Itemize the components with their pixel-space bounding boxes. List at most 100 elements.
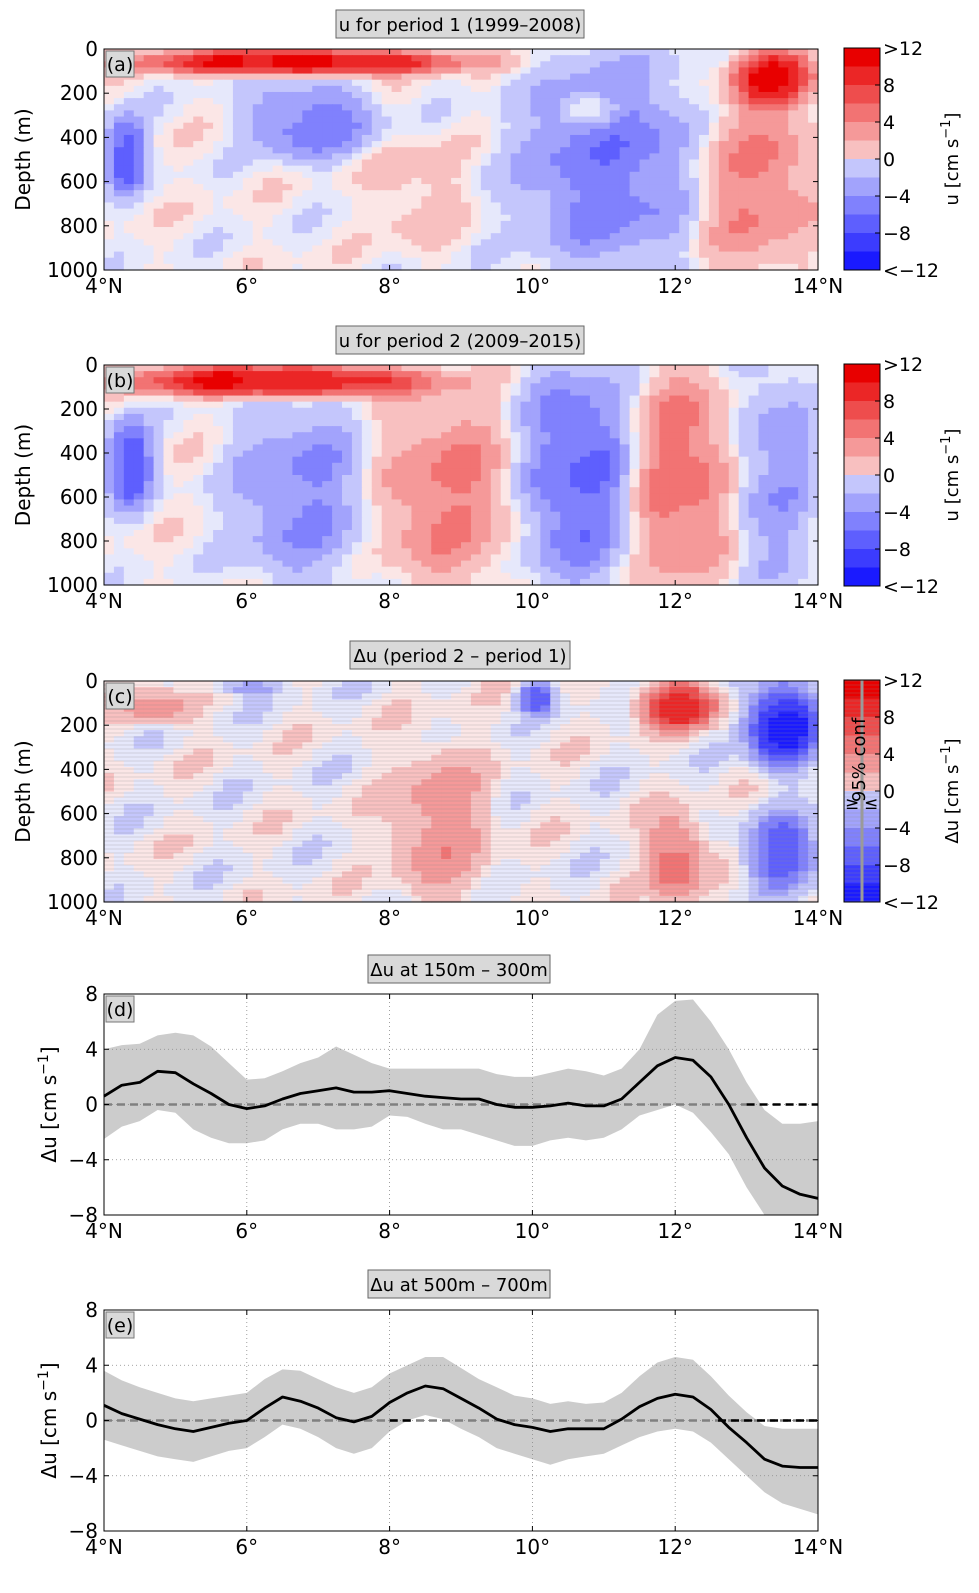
- heatmap-cell: [312, 190, 323, 197]
- heatmap-cell: [113, 202, 125, 210]
- heatmap-cell: [580, 444, 591, 452]
- heatmap-cell: [173, 462, 184, 470]
- heatmap-cell: [480, 61, 492, 69]
- heatmap-cell: [203, 116, 214, 124]
- heatmap-cell: [669, 505, 680, 513]
- heatmap-cell: [411, 395, 422, 403]
- heatmap-cell: [798, 227, 809, 234]
- heatmap-cell: [431, 413, 442, 421]
- heatmap-cell: [361, 91, 373, 99]
- heatmap-cell: [153, 554, 165, 562]
- heatmap-cell: [500, 171, 512, 179]
- heatmap-cell: [718, 220, 730, 228]
- heatmap-cell: [232, 147, 244, 154]
- heatmap-cell: [679, 165, 690, 173]
- heatmap-cell: [470, 79, 482, 87]
- heatmap-cell: [798, 184, 809, 191]
- heatmap-cell: [421, 554, 432, 562]
- heatmap-cell: [361, 245, 373, 253]
- heatmap-cell: [252, 91, 264, 99]
- heatmap-cell: [520, 239, 532, 247]
- heatmap-cell: [411, 505, 422, 513]
- heatmap-cell: [371, 383, 383, 391]
- heatmap-cell: [788, 395, 799, 403]
- heatmap-cell: [708, 548, 720, 556]
- heatmap-cell: [322, 202, 333, 210]
- heatmap-cell: [173, 554, 184, 562]
- heatmap-cell: [203, 165, 214, 173]
- heatmap-cell: [480, 104, 492, 111]
- heatmap-cell: [689, 85, 700, 93]
- heatmap-cell: [332, 499, 343, 507]
- heatmap-cell: [798, 220, 809, 228]
- heatmap-cell: [183, 147, 194, 154]
- heatmap-cell: [748, 499, 760, 507]
- heatmap-cell: [679, 122, 690, 130]
- heatmap-cell: [371, 523, 383, 531]
- heatmap-cell: [441, 517, 452, 525]
- heatmap-cell: [242, 239, 254, 247]
- heatmap-cell: [322, 517, 333, 525]
- heatmap-cell: [451, 554, 462, 562]
- heatmap-cell: [282, 61, 294, 69]
- heatmap-cell: [629, 530, 641, 537]
- heatmap-cell: [262, 190, 274, 197]
- heatmap-cell: [480, 499, 492, 507]
- heatmap-cell: [758, 159, 770, 167]
- heatmap-cell: [203, 196, 214, 204]
- heatmap-cell: [659, 98, 670, 105]
- heatmap-cell: [500, 85, 512, 93]
- heatmap-cell: [550, 383, 561, 391]
- heatmap-cell: [689, 462, 700, 470]
- heatmap-cell: [153, 110, 165, 118]
- heatmap-cell: [163, 377, 175, 384]
- heatmap-cell: [441, 413, 452, 421]
- heatmap-cell: [708, 499, 720, 507]
- heatmap-cell: [589, 517, 601, 525]
- heatmap-cell: [778, 444, 789, 452]
- heatmap-cell: [342, 141, 353, 148]
- heatmap-cell: [252, 251, 264, 259]
- heatmap-cell: [808, 548, 819, 556]
- heatmap-cell: [560, 554, 571, 562]
- heatmap-cell: [431, 91, 442, 99]
- heatmap-cell: [351, 499, 363, 507]
- heatmap-cell: [570, 196, 581, 204]
- heatmap-cell: [282, 147, 294, 154]
- heatmap-cell: [371, 371, 383, 378]
- heatmap-cell: [738, 523, 750, 531]
- heatmap-cell: [262, 407, 274, 415]
- heatmap-cell: [510, 365, 522, 372]
- heatmap-cell: [332, 61, 343, 69]
- heatmap-cell: [163, 371, 175, 378]
- heatmap-cell: [371, 468, 383, 476]
- heatmap-cell: [193, 377, 204, 384]
- heatmap-cell: [203, 263, 214, 271]
- heatmap-cell: [371, 481, 383, 488]
- heatmap-cell: [510, 432, 522, 439]
- heatmap-cell: [669, 98, 680, 105]
- heatmap-cell: [411, 554, 422, 562]
- heatmap-cell: [689, 128, 700, 136]
- heatmap-cell: [213, 73, 224, 81]
- heatmap-cell: [282, 91, 294, 99]
- heatmap-cell: [639, 462, 651, 470]
- heatmap-cell: [589, 493, 601, 501]
- heatmap-cell: [540, 208, 551, 216]
- heatmap-cell: [421, 214, 432, 222]
- heatmap-cell: [401, 554, 413, 562]
- heatmap-cell: [788, 196, 799, 204]
- heatmap-cell: [510, 128, 522, 136]
- heatmap-cell: [708, 177, 720, 185]
- heatmap-cell: [659, 49, 670, 56]
- heatmap-cell: [183, 450, 194, 458]
- heatmap-cell: [768, 450, 779, 458]
- heatmap-cell: [342, 487, 353, 494]
- heatmap-cell: [272, 383, 284, 391]
- heatmap-cell: [123, 530, 135, 537]
- heatmap-cell: [609, 79, 621, 87]
- heatmap-cell: [153, 147, 165, 154]
- heatmap-cell: [292, 73, 303, 81]
- heatmap-cell: [262, 438, 274, 446]
- heatmap-cell: [262, 371, 274, 378]
